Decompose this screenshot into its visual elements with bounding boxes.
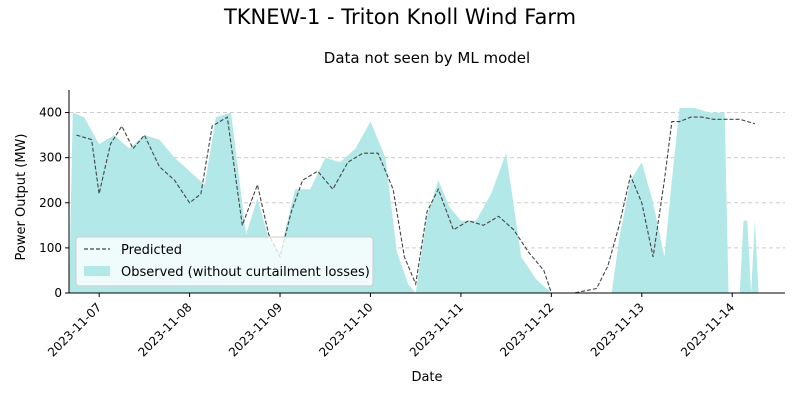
x-tick-label: 2023-11-11: [407, 300, 466, 359]
y-axis-label: Power Output (MW): [14, 134, 29, 261]
x-tick-label: 2023-11-07: [45, 300, 104, 359]
x-ticks: 2023-11-07 2023-11-08 2023-11-09 2023-11-10…: [45, 293, 737, 359]
legend-box: [75, 236, 374, 287]
y-tick-label: 100: [39, 241, 62, 255]
y-tick-label: 300: [39, 151, 62, 165]
x-tick-label: 2023-11-10: [316, 300, 375, 359]
chart-subtitle: Data not seen by ML model: [324, 49, 530, 67]
x-tick-label: 2023-11-12: [497, 300, 556, 359]
chart-title: TKNEW-1 - Triton Knoll Wind Farm: [223, 5, 576, 29]
axes: [68, 90, 785, 294]
legend-observed-label: Observed (without curtailment losses): [121, 265, 370, 280]
x-axis-label: Date: [411, 370, 442, 385]
x-tick-label: 2023-11-14: [678, 300, 737, 359]
y-tick-label: 0: [54, 286, 62, 300]
legend: Predicted Observed (without curtailment …: [75, 236, 374, 287]
predicted-line: [76, 116, 756, 294]
x-tick-label: 2023-11-08: [135, 300, 194, 359]
y-ticks: 0 100 200 300 400: [39, 106, 69, 300]
x-tick-label: 2023-11-13: [588, 300, 647, 359]
legend-predicted-label: Predicted: [121, 243, 182, 258]
y-tick-label: 200: [39, 196, 62, 210]
y-tick-label: 400: [39, 106, 62, 120]
x-tick-label: 2023-11-09: [226, 300, 285, 359]
legend-observed-swatch: [84, 266, 110, 276]
